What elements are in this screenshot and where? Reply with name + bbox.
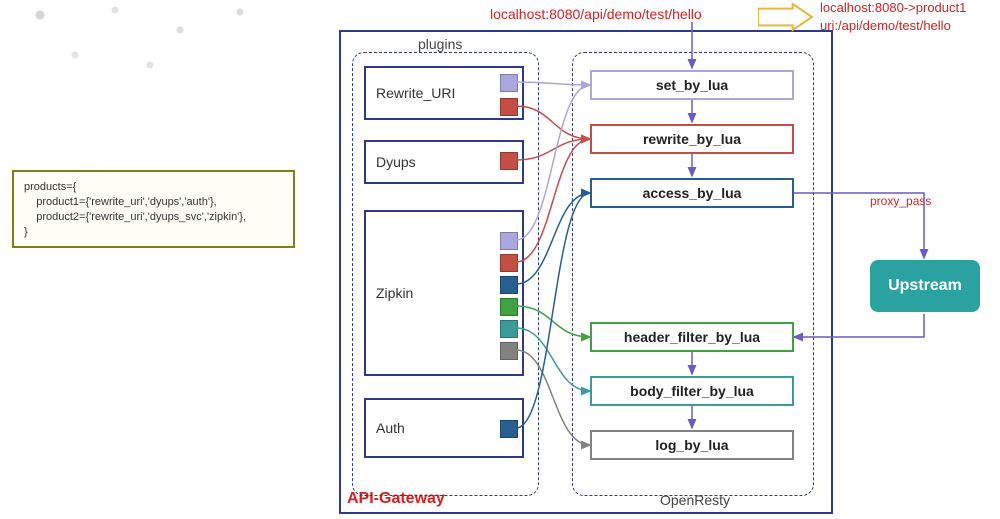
plugin-chip [500, 74, 518, 92]
phase-label: header_filter_by_lua [624, 329, 760, 345]
code-line: product1={'rewrite_uri','dyups','auth'}, [24, 195, 283, 210]
request-url: localhost:8080/api/demo/test/hello [490, 6, 702, 22]
plugin-chip [500, 298, 518, 316]
plugin-chip [500, 254, 518, 272]
plugin-chip [500, 420, 518, 438]
phase-header-filter-by-lua: header_filter_by_lua [590, 322, 794, 352]
upstream-node: Upstream [870, 260, 980, 312]
phase-log-by-lua: log_by_lua [590, 430, 794, 460]
resolved-line1: localhost:8080->product1 [820, 0, 966, 15]
diagram-stage: API-GatewaypluginsOpenRestyRewrite_URIDy… [0, 0, 1000, 519]
plugin-chip [500, 232, 518, 250]
phase-body-filter-by-lua: body_filter_by_lua [590, 376, 794, 406]
plugin-chip [500, 98, 518, 116]
plugin-label: Zipkin [376, 285, 413, 301]
code-line: products={ [24, 180, 283, 195]
resolved-line2: uri:/api/demo/test/hello [820, 18, 951, 33]
plugin-label: Auth [376, 420, 405, 436]
plugin-chip [500, 320, 518, 338]
products-config-box: products={ product1={'rewrite_uri','dyup… [12, 170, 295, 248]
plugin-chip [500, 152, 518, 170]
phase-label: rewrite_by_lua [643, 131, 741, 147]
callout-arrow-icon [758, 2, 814, 32]
phase-rewrite-by-lua: rewrite_by_lua [590, 124, 794, 154]
plugin-label: Dyups [376, 154, 416, 170]
phase-label: access_by_lua [643, 185, 742, 201]
phase-label: body_filter_by_lua [630, 383, 754, 399]
code-line: product2={'rewrite_uri','dyups_svc','zip… [24, 210, 283, 225]
proxy-pass-label: proxy_pass [870, 194, 931, 208]
plugins-label: plugins [418, 36, 462, 52]
phase-set-by-lua: set_by_lua [590, 70, 794, 100]
plugin-chip [500, 342, 518, 360]
upstream-label: Upstream [888, 277, 962, 295]
plugin-chip [500, 276, 518, 294]
plugin-label: Rewrite_URI [376, 85, 455, 101]
code-line: } [24, 225, 283, 240]
phase-label: set_by_lua [656, 77, 728, 93]
phase-label: log_by_lua [655, 437, 728, 453]
phase-access-by-lua: access_by_lua [590, 178, 794, 208]
openresty-label: OpenResty [660, 492, 730, 508]
